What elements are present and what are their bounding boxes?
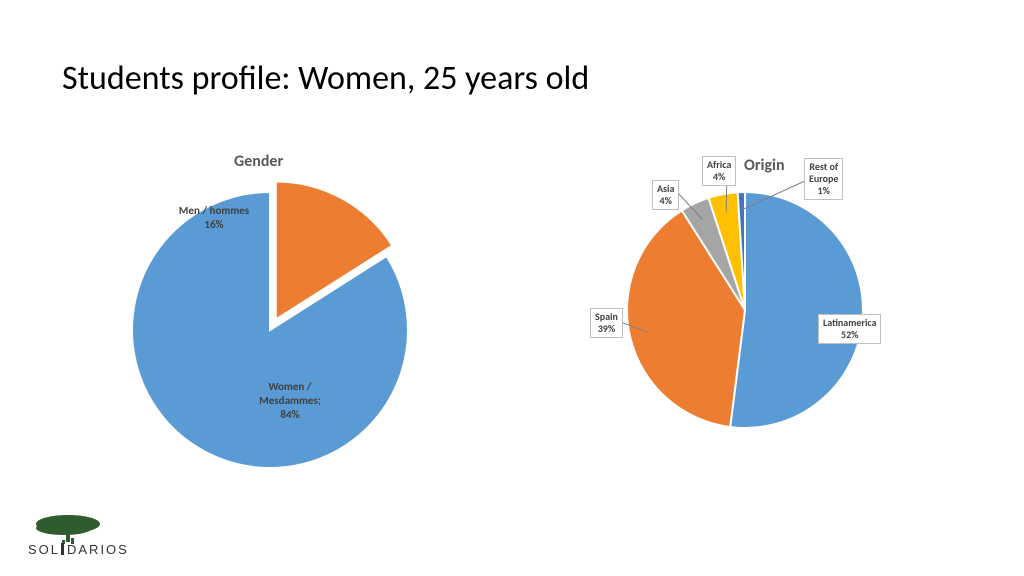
svg-text:DARIOS: DARIOS [67,542,129,557]
callout-label: Spain39% [590,308,623,338]
svg-text:SOL: SOL [28,542,60,557]
gender-chart-title: Gender [234,152,283,171]
callout-label: Rest ofEurope1% [804,158,843,200]
callout-label: Asia4% [652,180,679,210]
slice-label: Women /Mesdammes;84% [240,380,340,421]
callout-label: Latinamerica52% [818,314,881,344]
solidarios-logo: SOL DARIOS [28,514,136,558]
page-title: Students profile: Women, 25 years old [62,58,589,99]
origin-chart-title: Origin [744,156,785,175]
slice-label: Men / hommes16% [164,204,264,232]
callout-label: Africa4% [702,156,736,186]
